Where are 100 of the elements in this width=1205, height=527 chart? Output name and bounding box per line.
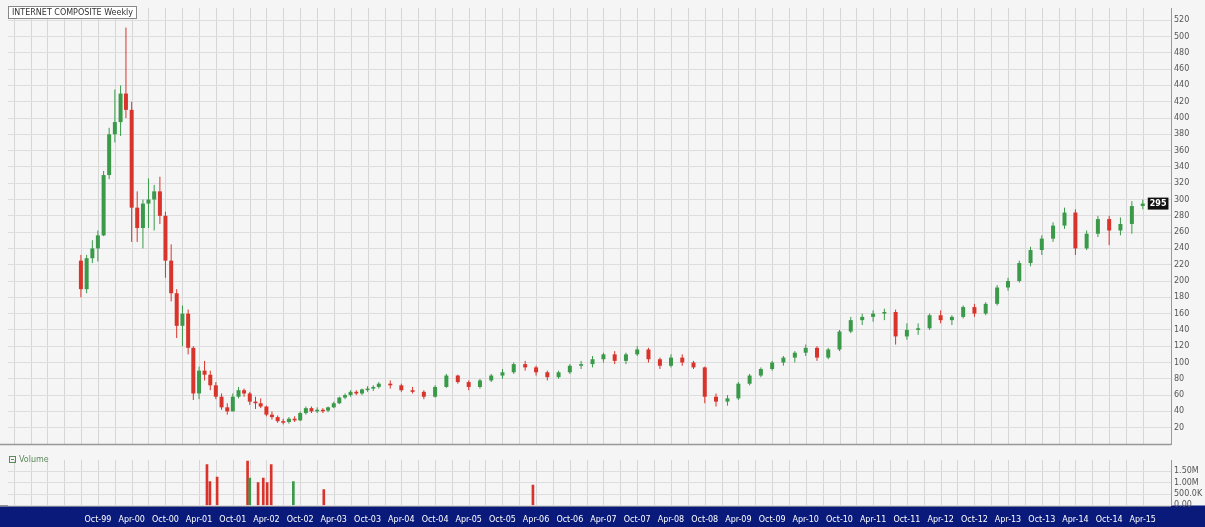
y-tick-label: 1.50M: [1174, 466, 1199, 476]
y-tick-label: 100: [1174, 357, 1190, 367]
candlestick: [95, 229, 100, 262]
candlestick: [837, 329, 842, 352]
x-tick-label: Apr-03: [320, 515, 347, 525]
y-tick-label: 300: [1174, 194, 1190, 204]
y-tick-label: 280: [1174, 210, 1190, 220]
x-tick-label: Oct-04: [421, 515, 449, 525]
x-tick-label: Oct-07: [623, 515, 651, 525]
candlestick: [1039, 234, 1044, 256]
chart-title: INTERNET COMPOSITE Weekly: [8, 6, 138, 19]
chart-title: Volume: [19, 455, 49, 464]
candlestick: [1062, 207, 1067, 230]
candlestick: [180, 304, 185, 347]
x-tick-label: Apr-13: [994, 515, 1022, 525]
y-tick-label: 400: [1174, 113, 1190, 123]
y-tick-label: 500.0K: [1174, 489, 1203, 499]
candlestick: [286, 416, 291, 425]
x-tick-label: Oct-99: [84, 515, 112, 525]
candlestick: [90, 239, 95, 264]
x-tick-label: Oct-12: [960, 515, 988, 525]
y-tick-label: 500: [1174, 31, 1190, 41]
bar: [261, 477, 265, 506]
candlestick: [343, 392, 348, 400]
candlestick: [1006, 277, 1011, 292]
candlestick: [242, 388, 247, 398]
x-tick-label: Apr-06: [522, 515, 550, 525]
x-tick-label: Oct-11: [893, 515, 921, 525]
x-tick-label: Apr-11: [859, 515, 887, 525]
y-tick-label: 420: [1174, 96, 1190, 106]
annotation: 295: [1149, 198, 1167, 208]
candlestick: [135, 190, 140, 243]
y-tick-label: 60: [1174, 390, 1185, 400]
y-tick-label: 380: [1174, 129, 1190, 139]
candlestick: [202, 360, 207, 381]
x-tick-label: Oct-01: [219, 515, 247, 525]
y-tick-label: 440: [1174, 80, 1190, 90]
y-tick-label: 140: [1174, 324, 1190, 334]
candlestick: [871, 309, 876, 323]
bar: [322, 489, 326, 506]
candlestick: [1107, 215, 1112, 246]
y-tick-label: 460: [1174, 64, 1190, 74]
x-tick-label: Oct-05: [489, 515, 516, 525]
y-tick-label: 260: [1174, 227, 1190, 237]
x-tick-label: Oct-06: [556, 515, 584, 525]
x-tick-label: Apr-02: [253, 515, 280, 525]
bar: [292, 481, 295, 506]
x-tick-label: Oct-14: [1095, 515, 1123, 525]
x-tick-label: Apr-08: [657, 515, 685, 525]
y-tick-label: 320: [1174, 178, 1190, 188]
candlestick: [579, 360, 584, 370]
candlestick: [1084, 229, 1089, 251]
y-tick-label: 20: [1174, 422, 1185, 432]
y-tick-label: 240: [1174, 243, 1190, 253]
x-tick-label: Oct-08: [691, 515, 719, 525]
x-tick-label: Oct-00: [151, 515, 179, 525]
x-tick-label: Oct-13: [1028, 515, 1056, 525]
bar: [269, 464, 273, 506]
y-tick-label: 120: [1174, 341, 1190, 351]
y-tick-label: 1.00M: [1174, 477, 1199, 487]
candlestick: [146, 177, 151, 229]
candlestick: [916, 322, 921, 336]
x-tick-label: Apr-10: [792, 515, 819, 525]
candlestick: [1095, 215, 1100, 238]
x-tick-label: Apr-09: [725, 515, 752, 525]
x-tick-label: Oct-09: [758, 515, 786, 525]
y-tick-label: 180: [1174, 292, 1190, 302]
x-tick-label: Apr-07: [590, 515, 617, 525]
candlestick: [904, 322, 909, 341]
y-tick-label: 40: [1174, 406, 1185, 416]
x-tick-label: Apr-12: [927, 515, 954, 525]
x-tick-label: Apr-00: [118, 515, 145, 525]
candlestick: [714, 392, 719, 408]
candlestick: [534, 365, 539, 377]
x-tick-label: Oct-02: [286, 515, 314, 525]
candlestick: [995, 284, 1000, 306]
candlestick: [1129, 200, 1134, 235]
x-tick-label: Apr-15: [1129, 515, 1156, 525]
candlestick: [112, 89, 117, 143]
candlestick: [1028, 246, 1033, 267]
x-tick-label: Oct-10: [826, 515, 853, 525]
y-tick-label: 80: [1174, 373, 1185, 383]
x-tick-label: Apr-05: [455, 515, 482, 525]
y-tick-label: 360: [1174, 145, 1190, 155]
y-tick-label: 200: [1174, 276, 1190, 286]
candlestick: [152, 184, 157, 231]
y-tick-label: 520: [1174, 15, 1190, 25]
y-tick-label: 220: [1174, 259, 1190, 269]
x-tick-label: Apr-14: [1062, 515, 1089, 525]
y-tick-label: 480: [1174, 47, 1190, 57]
x-tick-label: Oct-03: [354, 515, 381, 525]
candlestick: [208, 370, 213, 391]
y-tick-label: 160: [1174, 308, 1190, 318]
y-tick-label: 340: [1174, 161, 1190, 171]
bar: [248, 477, 252, 506]
candlestick: [197, 366, 202, 400]
x-tick-label: Apr-01: [185, 515, 213, 525]
candlestick: [1051, 221, 1056, 243]
candlestick: [949, 314, 954, 326]
candlestick: [1017, 260, 1022, 284]
